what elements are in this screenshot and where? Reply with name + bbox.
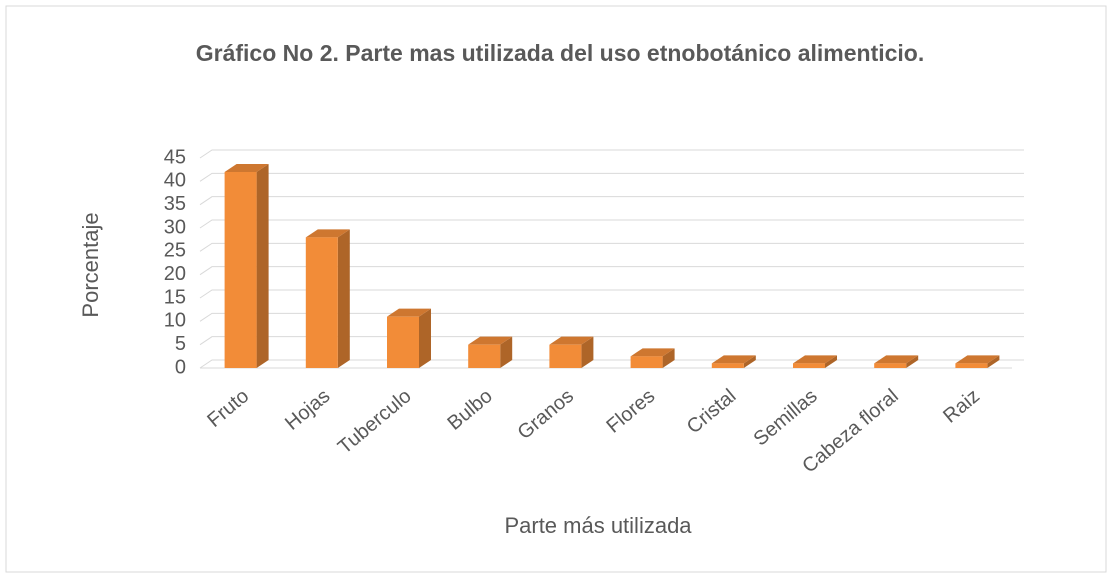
bar-side xyxy=(337,229,350,368)
chart-frame xyxy=(5,5,1107,573)
y-tick-label: 5 xyxy=(175,333,186,355)
bar-side xyxy=(500,336,513,368)
bar-front xyxy=(711,363,744,368)
bar xyxy=(955,355,1000,368)
bar-side xyxy=(662,348,675,368)
chart-title: Gráfico No 2. Parte mas utilizada del us… xyxy=(195,40,925,66)
bar-front xyxy=(468,344,501,368)
y-axis-label: Porcentaje xyxy=(78,212,103,317)
bar-side xyxy=(419,308,431,368)
y-tick-label: 20 xyxy=(164,263,186,285)
y-tick-label: 45 xyxy=(164,146,186,168)
grid-line xyxy=(199,312,1024,322)
grid-line xyxy=(199,196,1024,206)
y-tick-label: 0 xyxy=(175,356,186,378)
x-axis-label: Parte más utilizada xyxy=(504,513,692,538)
grid-line xyxy=(199,336,1024,346)
bar-top xyxy=(711,355,756,364)
bar-front xyxy=(793,363,825,368)
bar-side xyxy=(581,336,594,368)
bar xyxy=(468,336,513,368)
bar-front xyxy=(630,356,663,368)
bar-top xyxy=(955,355,1000,364)
bar-side xyxy=(906,355,919,368)
bar-top xyxy=(224,164,269,172)
grid-line xyxy=(199,172,1024,182)
grid-line xyxy=(199,149,1024,159)
bar-front xyxy=(955,363,988,368)
grid-line xyxy=(199,219,1024,229)
bar xyxy=(549,336,594,368)
bar-side xyxy=(987,355,1000,368)
bar xyxy=(224,164,269,368)
bar-front xyxy=(387,316,419,368)
bar xyxy=(305,229,350,368)
bar xyxy=(874,355,919,368)
bar-front xyxy=(549,344,582,368)
bar-top xyxy=(549,336,594,345)
bar-front xyxy=(874,363,907,368)
bar-top xyxy=(793,355,837,364)
grid-line xyxy=(199,266,1024,276)
bar-side xyxy=(743,355,756,368)
y-tick-label: 40 xyxy=(164,170,186,192)
bar-top xyxy=(630,348,675,357)
y-tick-label: 30 xyxy=(164,216,186,238)
bar-top xyxy=(874,355,919,364)
bar-top xyxy=(387,308,431,317)
y-tick-label: 25 xyxy=(164,240,186,262)
y-tick-label: 10 xyxy=(164,310,186,332)
y-tick-label: 15 xyxy=(164,286,186,308)
grid-line xyxy=(199,242,1024,252)
bar xyxy=(711,355,756,368)
bar-front xyxy=(224,172,257,368)
bar-side xyxy=(256,164,269,368)
bar xyxy=(387,308,431,368)
bar-side xyxy=(825,355,837,368)
y-tick-label: 35 xyxy=(164,193,186,215)
bar-top xyxy=(305,229,350,238)
bar-front xyxy=(305,237,338,368)
bar-top xyxy=(468,336,513,345)
bar xyxy=(630,348,675,368)
grid-line xyxy=(199,289,1024,299)
bar xyxy=(793,355,837,368)
